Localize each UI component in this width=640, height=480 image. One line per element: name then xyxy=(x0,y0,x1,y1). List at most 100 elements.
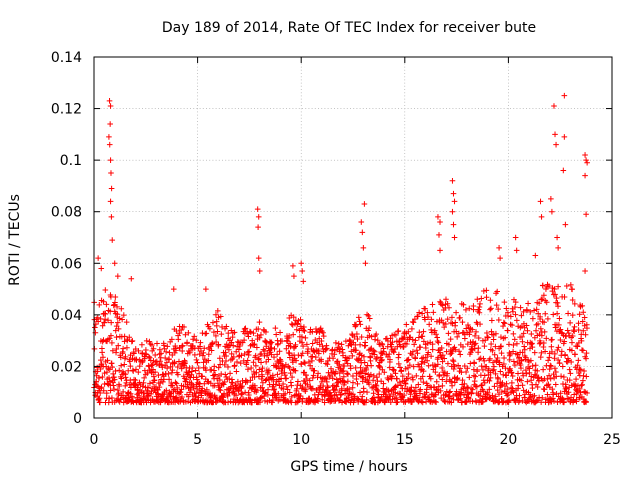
data-point xyxy=(495,306,501,312)
data-point xyxy=(300,327,307,333)
data-point xyxy=(347,365,354,372)
data-point xyxy=(95,318,101,325)
data-point xyxy=(576,311,583,317)
data-point xyxy=(444,300,451,307)
data-point xyxy=(551,286,558,292)
data-point xyxy=(182,360,188,367)
axis-ticks xyxy=(93,56,613,419)
data-point xyxy=(446,304,452,311)
data-point xyxy=(193,390,199,397)
data-point xyxy=(111,374,117,380)
data-point xyxy=(432,362,438,369)
data-point xyxy=(580,373,587,379)
data-point xyxy=(256,319,263,325)
data-point xyxy=(429,301,436,308)
data-point xyxy=(508,385,514,391)
data-point xyxy=(108,319,114,326)
data-point xyxy=(116,383,123,389)
data-point xyxy=(270,387,277,393)
data-point xyxy=(371,373,377,379)
data-point xyxy=(298,260,304,267)
data-point xyxy=(274,351,280,358)
data-point xyxy=(94,368,101,375)
data-point xyxy=(367,358,374,364)
data-point xyxy=(162,355,168,361)
data-point xyxy=(178,327,184,333)
data-point xyxy=(485,334,491,341)
data-point xyxy=(203,286,209,292)
data-point xyxy=(350,373,356,379)
data-point xyxy=(394,399,401,405)
data-point xyxy=(201,345,208,352)
data-point xyxy=(215,308,221,314)
data-point xyxy=(115,273,121,279)
data-point xyxy=(319,379,325,385)
x-tick-labels: 0 5 10 15 20 25 xyxy=(90,432,621,448)
data-point xyxy=(157,346,163,353)
data-point xyxy=(526,370,533,376)
data-point xyxy=(363,397,370,403)
data-point xyxy=(470,306,477,313)
data-point xyxy=(171,359,178,365)
data-point xyxy=(409,352,415,358)
data-point xyxy=(498,334,504,340)
data-point xyxy=(553,295,560,301)
data-point xyxy=(250,330,257,336)
data-point xyxy=(411,341,417,348)
data-point xyxy=(554,399,561,405)
data-point xyxy=(428,327,434,333)
data-point xyxy=(352,365,359,371)
data-point xyxy=(266,367,272,374)
y-tick-label: 0.08 xyxy=(51,205,82,221)
data-point xyxy=(139,383,146,390)
data-point xyxy=(207,325,213,332)
data-point xyxy=(508,313,514,320)
data-point xyxy=(564,327,571,334)
data-point xyxy=(272,325,279,331)
data-point xyxy=(523,322,530,329)
data-point xyxy=(149,342,155,348)
data-point xyxy=(292,367,299,374)
data-point xyxy=(255,356,262,363)
data-point xyxy=(386,364,393,371)
data-point xyxy=(100,387,107,394)
data-point xyxy=(435,214,441,220)
data-point xyxy=(518,312,525,319)
data-point xyxy=(229,376,235,383)
data-point xyxy=(354,331,360,337)
data-point xyxy=(336,361,343,368)
data-point xyxy=(410,376,416,383)
data-point xyxy=(115,390,122,397)
data-point xyxy=(273,394,280,401)
data-point xyxy=(474,296,481,303)
data-point xyxy=(265,356,272,363)
data-point xyxy=(398,367,405,374)
data-point xyxy=(180,342,186,349)
data-point xyxy=(385,376,392,383)
data-point xyxy=(256,334,263,341)
data-point xyxy=(315,370,321,377)
data-point xyxy=(514,359,521,365)
data-point xyxy=(501,299,508,305)
data-point xyxy=(523,367,529,373)
data-point xyxy=(310,385,316,392)
data-point xyxy=(524,327,531,334)
data-point xyxy=(328,365,334,372)
data-point xyxy=(392,389,399,396)
data-point xyxy=(197,339,204,346)
data-point xyxy=(164,359,170,366)
data-point xyxy=(569,347,575,354)
data-point xyxy=(412,337,419,344)
data-point xyxy=(351,334,358,340)
data-point xyxy=(516,354,522,361)
data-point xyxy=(324,345,330,352)
data-point xyxy=(336,348,343,355)
data-point xyxy=(410,348,416,355)
data-point xyxy=(111,386,117,392)
data-point xyxy=(538,350,545,356)
data-point xyxy=(518,357,525,363)
data-point xyxy=(333,383,340,390)
data-point xyxy=(164,365,170,371)
data-point xyxy=(238,391,244,398)
data-point xyxy=(244,357,251,364)
